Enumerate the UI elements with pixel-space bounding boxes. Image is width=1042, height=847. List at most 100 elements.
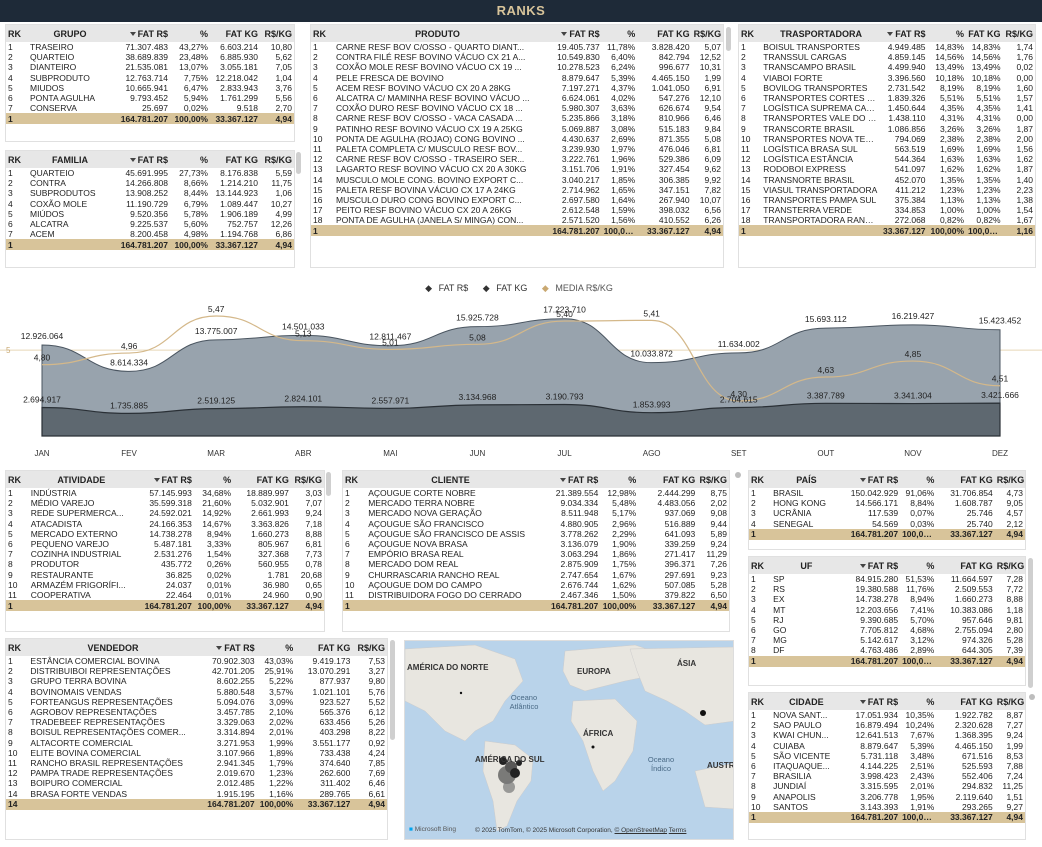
- map-point[interactable]: [499, 757, 507, 765]
- table-row[interactable]: 7 CONSERVA 25.697 0,02% 9.518 2,70: [6, 103, 294, 113]
- table-row[interactable]: 9 ALTACORTE COMERCIAL 3.271.953 1,99% 3.551.…: [6, 738, 387, 748]
- cliente-header-4[interactable]: FAT KG: [638, 471, 698, 488]
- cliente-header-5[interactable]: R$/KG: [697, 471, 729, 488]
- table-row[interactable]: 18 PONTA DE AGULHA (JANELA S/ MINGA) CON.…: [311, 215, 723, 225]
- grupo-header-1[interactable]: GRUPO: [28, 25, 112, 42]
- table-row[interactable]: 8 DF 4.763.486 2,89% 644.305 7,39: [749, 645, 1025, 655]
- table-row[interactable]: 8 TRANSPORTES VALE DO C... 1.438.110 4,31% 4…: [739, 113, 1035, 123]
- transportadora-header-5[interactable]: R$/KG: [1002, 25, 1035, 42]
- cidade-header-4[interactable]: FAT KG: [936, 693, 995, 710]
- terms-link[interactable]: Terms: [668, 827, 687, 834]
- uf-header-3[interactable]: %: [900, 557, 937, 574]
- table-row[interactable]: 1 CARNE RESF BOV C/OSSO - QUARTO DIANT...…: [311, 42, 723, 52]
- produto-header-4[interactable]: FAT KG: [637, 25, 692, 42]
- table-row[interactable]: 1 NOVA SANT... 17.051.934 10,35% 1.922.782 8,…: [749, 710, 1025, 720]
- table-row[interactable]: 11 RANCHO BRASIL REPRESENTAÇÕES 2.941.345 1…: [6, 758, 387, 768]
- transportadora-header-3[interactable]: %: [927, 25, 967, 42]
- table-row[interactable]: 7 LOGÍSTICA SUPREMA CAR... 1.450.644 4,35% 4…: [739, 103, 1035, 113]
- table-row[interactable]: 14 BRASA FORTE VENDAS 1.915.195 1,16% 289.76…: [6, 788, 387, 799]
- table-row[interactable]: 5 ACEM RESF BOVINO VÁCUO CX 20 A 28KG 7.19…: [311, 83, 723, 93]
- uf-header-0[interactable]: RK: [749, 557, 772, 574]
- vendedor-scrollbar[interactable]: [390, 640, 395, 740]
- pais-header-5[interactable]: R$/KG: [994, 471, 1025, 488]
- cliente-header-2[interactable]: FAT R$: [534, 471, 601, 488]
- map-point[interactable]: [516, 760, 522, 766]
- table-row[interactable]: 8 JUNDIAÍ 3.315.595 2,01% 294.832 11,25: [749, 781, 1025, 791]
- table-row[interactable]: 2 QUARTEIO 38.689.839 23,48% 6.885.930 5,62: [6, 52, 294, 62]
- table-row[interactable]: 9 RESTAURANTE 36.825 0,02% 1.781 20,68: [6, 570, 324, 580]
- familia-header-5[interactable]: R$/KG: [260, 151, 294, 168]
- legend-fat-rs[interactable]: ◆ FAT R$: [425, 283, 469, 293]
- pais-header-2[interactable]: FAT R$: [841, 471, 901, 488]
- atividade-scrollbar[interactable]: [326, 472, 331, 496]
- table-row[interactable]: 3 MERCADO NOVA GERAÇÃO 8.511.948 5,17% 937.0…: [343, 508, 729, 518]
- table-row[interactable]: 13 BOIPURO COMERCIAL 2.012.485 1,22% 311.402…: [6, 778, 387, 788]
- grupo-header-4[interactable]: FAT KG: [210, 25, 260, 42]
- table-row[interactable]: 7 TRADEBEEF REPRESENTAÇÕES 3.329.063 2,02% 6…: [6, 717, 387, 727]
- table-row[interactable]: 4 VIABOI FORTE 3.396.560 10,18% 10,18% 0,00: [739, 73, 1035, 83]
- table-row[interactable]: 2 TRANSSUL CARGAS 4.859.145 14,56% 14,56% 1,7…: [739, 52, 1035, 62]
- table-row[interactable]: 2 MERCADO TERRA NOBRE 9.034.334 5,48% 4.483.…: [343, 498, 729, 508]
- familia-scrollbar[interactable]: [296, 152, 301, 174]
- table-row[interactable]: 2 CONTRA FILÉ RESF BOVINO VÁCUO CX 21 A..…: [311, 52, 723, 62]
- table-row[interactable]: 9 PATINHO RESF BOVINO VÁCUO CX 19 A 25KG 5…: [311, 124, 723, 134]
- map-point[interactable]: [591, 745, 595, 749]
- table-row[interactable]: 7 COZINHA INDUSTRIAL 2.531.276 1,54% 327.368…: [6, 549, 324, 559]
- osm-link[interactable]: © OpenStreetMap: [614, 827, 668, 834]
- uf-scrollbar[interactable]: [1028, 558, 1033, 688]
- table-row[interactable]: 3 EX 14.738.278 8,94% 1.660.273 8,88: [749, 594, 1025, 604]
- table-row[interactable]: 10 AÇOUGUE DOM DO CAMPO 2.676.744 1,62% 507.…: [343, 580, 729, 590]
- table-row[interactable]: 3 GRUPO TERRA BOVINA 8.602.255 5,22% 877.937…: [6, 676, 387, 686]
- transportadora-header-0[interactable]: RK: [739, 25, 762, 42]
- map-point[interactable]: [459, 691, 463, 695]
- table-row[interactable]: 2 MÉDIO VAREJO 35.599.318 21,60% 5.032.901 7,…: [6, 498, 324, 508]
- table-row[interactable]: 7 ACEM 8.200.458 4,98% 1.194.768 6,86: [6, 229, 294, 239]
- table-row[interactable]: 12 LOGÍSTICA ESTÂNCIA 544.364 1,63% 1,63% 1,6…: [739, 154, 1035, 164]
- table-row[interactable]: 11 DISTRIBUIDORA FOGO DO CERRADO 2.467.346…: [343, 590, 729, 600]
- map-point[interactable]: [700, 710, 706, 716]
- table-row[interactable]: 7 MG 5.142.617 3,12% 974.326 5,28: [749, 635, 1025, 645]
- table-row[interactable]: 6 TRANSPORTES CORTES N... 1.839.326 5,51% 5,…: [739, 93, 1035, 103]
- atividade-header-0[interactable]: RK: [6, 471, 29, 488]
- table-row[interactable]: 5 BOVILOG TRANSPORTES 2.731.542 8,19% 8,19% 1…: [739, 83, 1035, 93]
- table-row[interactable]: 3 TRANSCAMPO BRASIL 4.499.940 13,49% 13,49% 0…: [739, 62, 1035, 72]
- pais-header-0[interactable]: RK: [749, 471, 772, 488]
- table-row[interactable]: 13 LAGARTO RESF BOVINO VÁCUO CX 20 A 30KG…: [311, 164, 723, 174]
- cidade-scroll-dot[interactable]: [1029, 694, 1035, 700]
- table-row[interactable]: 12 CARNE RESF BOV C/OSSO - TRASEIRO SER..…: [311, 154, 723, 164]
- table-row[interactable]: 11 PALETA COMPLETA C/ MUSCULO RESF BOV...…: [311, 144, 723, 154]
- cliente-header-1[interactable]: CLIENTE: [366, 471, 535, 488]
- table-row[interactable]: 10 ELITE BOVINA COMERCIAL 3.107.966 1,89% 73…: [6, 748, 387, 758]
- cliente-header-0[interactable]: RK: [343, 471, 367, 488]
- table-row[interactable]: 11 LOGÍSTICA BRASA SUL 563.519 1,69% 1,69% 1,…: [739, 144, 1035, 154]
- table-row[interactable]: 12 PAMPA TRADE REPRESENTAÇÕES 2.019.670 1,2…: [6, 768, 387, 778]
- world-map[interactable]: AMÉRICA DO NORTE EUROPA ÁSIA ÁFRICA AMÉR…: [404, 640, 734, 840]
- atividade-header-4[interactable]: FAT KG: [233, 471, 291, 488]
- cidade-header-2[interactable]: FAT R$: [841, 693, 901, 710]
- table-row[interactable]: 11 COOPERATIVA 22.464 0,01% 24.960 0,90: [6, 590, 324, 600]
- uf-header-1[interactable]: UF: [771, 557, 842, 574]
- pais-header-3[interactable]: %: [900, 471, 937, 488]
- transportadora-header-2[interactable]: FAT R$: [880, 25, 928, 42]
- table-row[interactable]: 4 CUIABA 8.879.647 5,39% 4.465.150 1,99: [749, 741, 1025, 751]
- table-row[interactable]: 17 TRANSTERRA VERDE 334.853 1,00% 1,00% 1,54: [739, 205, 1035, 215]
- familia-header-3[interactable]: %: [170, 151, 210, 168]
- table-row[interactable]: 6 PEQUENO VAREJO 5.487.181 3,33% 805.967 6,81: [6, 539, 324, 549]
- table-row[interactable]: 8 PRODUTOR 435.772 0,26% 560.955 0,78: [6, 559, 324, 569]
- table-row[interactable]: 6 ALCATRA 9.225.537 5,60% 752.757 12,26: [6, 219, 294, 229]
- table-row[interactable]: 3 COXÃO MOLE RESF BOVINO VÁCUO CX 19 ... 1…: [311, 62, 723, 72]
- table-row[interactable]: 4 COXÃO MOLE 11.190.729 6,79% 1.089.447 10,27: [6, 199, 294, 209]
- vendedor-header-3[interactable]: %: [256, 639, 296, 656]
- atividade-header-3[interactable]: %: [193, 471, 234, 488]
- table-row[interactable]: 4 SENEGAL 54.569 0,03% 25.740 2,12: [749, 519, 1025, 529]
- table-row[interactable]: 13 RODOBOI EXPRESS 541.097 1,62% 1,62% 1,87: [739, 164, 1035, 174]
- table-row[interactable]: 16 MUSCULO DURO CONG BOVINO EXPORT C... 2.…: [311, 195, 723, 205]
- table-row[interactable]: 1 ESTÂNCIA COMERCIAL BOVINA 70.902.303 43,0…: [6, 656, 387, 666]
- table-row[interactable]: 4 SUBPRODUTO 12.763.714 7,75% 12.218.042 1,04: [6, 73, 294, 83]
- table-row[interactable]: 14 MUSCULO MOLE CONG. BOVINO EXPORT C... 3…: [311, 174, 723, 185]
- uf-header-4[interactable]: FAT KG: [936, 557, 995, 574]
- produto-scrollbar[interactable]: [726, 27, 731, 51]
- table-row[interactable]: 1 TRASEIRO 71.307.483 43,27% 6.603.214 10,80: [6, 42, 294, 52]
- cliente-scroll-dot[interactable]: [735, 472, 741, 478]
- vendedor-header-0[interactable]: RK: [6, 639, 29, 656]
